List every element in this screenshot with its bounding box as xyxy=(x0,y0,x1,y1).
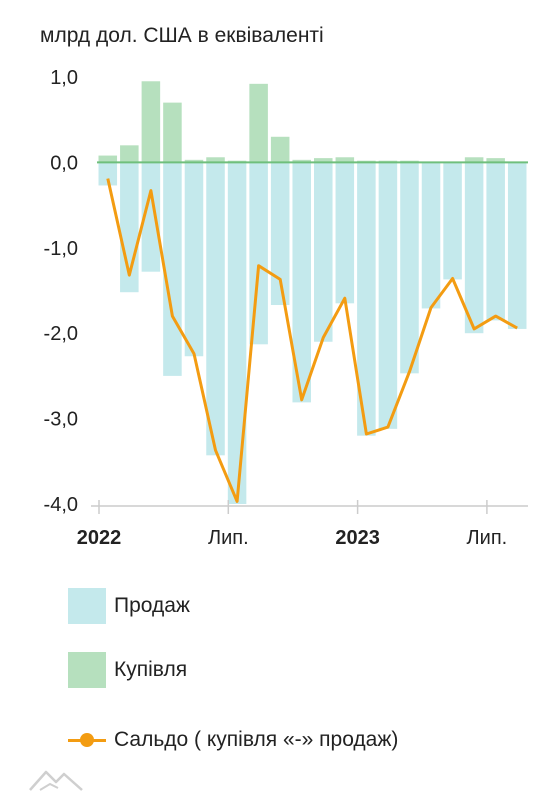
sales-bar xyxy=(98,162,118,186)
x-tick-label: 2023 xyxy=(335,527,380,549)
x-tick-label: 2022 xyxy=(77,527,122,549)
sales-bar xyxy=(486,162,505,321)
sales-bar xyxy=(335,162,355,304)
sales-bar xyxy=(421,162,441,309)
sales-bar xyxy=(292,162,311,403)
purchase-bar xyxy=(249,83,268,163)
purchase-bar xyxy=(141,81,161,163)
sales-bar xyxy=(184,162,204,357)
purchase-bar xyxy=(120,145,139,163)
unit-label: млрд дол. США в еквіваленті xyxy=(40,24,324,47)
sales-swatch xyxy=(68,588,106,624)
x-tick-label: Лип. xyxy=(208,527,249,549)
purchase-bar xyxy=(464,157,484,163)
sales-bar xyxy=(249,162,268,345)
sales-bar xyxy=(314,162,333,342)
y-tick-label: 1,0 xyxy=(50,67,78,89)
sales-bar xyxy=(378,162,398,429)
sales-bar xyxy=(141,162,161,272)
balance-line xyxy=(106,178,518,503)
y-tick-label: 0,0 xyxy=(50,152,78,174)
sales-bar xyxy=(400,162,419,374)
purchase-bar xyxy=(98,155,118,163)
purchase-bar xyxy=(270,136,290,163)
x-tick-label: Лип. xyxy=(467,527,508,549)
legend-label-balance: Сальдо ( купівля «-» продаж) xyxy=(114,728,399,751)
purchase-bar xyxy=(184,159,204,163)
sales-bar xyxy=(206,162,225,456)
purchase-bar xyxy=(314,158,333,163)
purchase-bar xyxy=(206,157,225,163)
y-tick-label: -2,0 xyxy=(44,323,78,345)
y-tick-label: -3,0 xyxy=(44,409,78,431)
balance-swatch xyxy=(68,722,106,758)
purchases-swatch xyxy=(68,652,106,688)
y-tick-label: -1,0 xyxy=(44,238,78,260)
legend-item-purchases: Купівля xyxy=(68,652,187,688)
mountain-logo-icon xyxy=(29,770,83,791)
legend-label-purchases: Купівля xyxy=(114,658,188,681)
legend-item-sales: Продаж xyxy=(68,588,190,624)
sales-bar xyxy=(270,162,290,306)
purchase-bar xyxy=(335,157,355,163)
purchase-bar xyxy=(486,158,505,163)
sales-bar xyxy=(357,162,376,436)
sales-bar xyxy=(464,162,484,334)
sales-bar xyxy=(507,162,527,329)
purchase-bar xyxy=(163,102,182,163)
chart: 1,0 0,0 -1,0 -2,0 -3,0 -4,0 2022 Лип. 2023 Лип. xyxy=(44,67,528,549)
sales-bar xyxy=(443,162,462,280)
purchase-bar xyxy=(292,159,311,163)
sales-bar xyxy=(227,162,247,504)
sales-bar xyxy=(163,162,182,376)
legend-item-balance: Сальдо ( купівля «-» продаж) xyxy=(68,722,398,758)
y-tick-label: -4,0 xyxy=(44,494,78,516)
legend-label-sales: Продаж xyxy=(114,594,190,617)
